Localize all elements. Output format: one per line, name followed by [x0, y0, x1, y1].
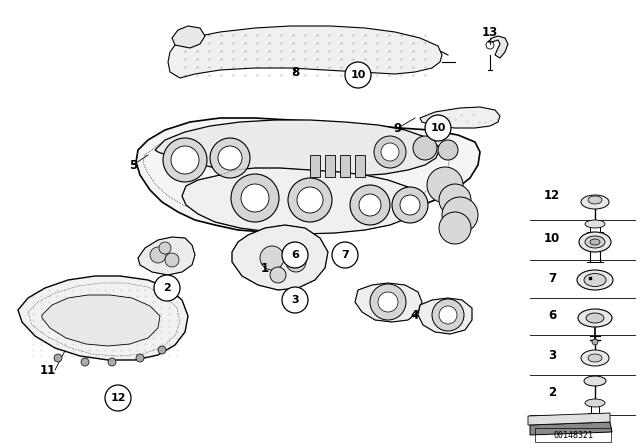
- Circle shape: [282, 287, 308, 313]
- Circle shape: [392, 187, 428, 223]
- Text: 2: 2: [163, 283, 171, 293]
- Circle shape: [159, 242, 171, 254]
- FancyBboxPatch shape: [340, 155, 350, 177]
- Circle shape: [374, 136, 406, 168]
- Circle shape: [150, 247, 166, 263]
- Circle shape: [81, 358, 89, 366]
- Circle shape: [210, 138, 250, 178]
- Polygon shape: [232, 225, 328, 290]
- FancyBboxPatch shape: [355, 155, 365, 177]
- Polygon shape: [136, 118, 480, 232]
- Ellipse shape: [579, 232, 611, 252]
- Circle shape: [359, 194, 381, 216]
- Ellipse shape: [581, 195, 609, 209]
- Polygon shape: [182, 168, 420, 234]
- Circle shape: [54, 354, 62, 362]
- Ellipse shape: [585, 399, 605, 407]
- Ellipse shape: [586, 313, 604, 323]
- Polygon shape: [155, 120, 440, 177]
- Ellipse shape: [584, 273, 606, 287]
- Circle shape: [345, 62, 371, 88]
- FancyBboxPatch shape: [310, 155, 320, 177]
- Circle shape: [370, 284, 406, 320]
- Ellipse shape: [588, 354, 602, 362]
- Text: 7: 7: [341, 250, 349, 260]
- Text: 3: 3: [548, 349, 556, 362]
- Circle shape: [270, 267, 286, 283]
- Text: 4: 4: [411, 309, 419, 322]
- Circle shape: [154, 275, 180, 301]
- Circle shape: [218, 146, 242, 170]
- Text: 10: 10: [544, 232, 560, 245]
- Text: 5: 5: [129, 159, 137, 172]
- Ellipse shape: [585, 236, 605, 248]
- Polygon shape: [168, 26, 442, 78]
- Circle shape: [381, 143, 399, 161]
- Circle shape: [136, 354, 144, 362]
- Circle shape: [439, 184, 471, 216]
- Ellipse shape: [577, 270, 613, 290]
- Ellipse shape: [578, 309, 612, 327]
- Circle shape: [241, 184, 269, 212]
- Circle shape: [439, 212, 471, 244]
- Polygon shape: [172, 26, 205, 48]
- Text: 2: 2: [548, 385, 556, 399]
- Polygon shape: [530, 422, 612, 435]
- Text: 13: 13: [482, 26, 498, 39]
- Polygon shape: [18, 276, 188, 360]
- Text: 12: 12: [110, 393, 125, 403]
- Circle shape: [105, 385, 131, 411]
- Circle shape: [231, 174, 279, 222]
- Circle shape: [332, 242, 358, 268]
- Ellipse shape: [584, 376, 606, 386]
- Polygon shape: [138, 237, 195, 275]
- Ellipse shape: [585, 220, 605, 228]
- Circle shape: [442, 197, 478, 233]
- Text: 6: 6: [548, 309, 556, 322]
- Text: 6: 6: [291, 250, 299, 260]
- Circle shape: [163, 138, 207, 182]
- Circle shape: [108, 358, 116, 366]
- Circle shape: [297, 187, 323, 213]
- Circle shape: [413, 136, 437, 160]
- Polygon shape: [418, 298, 472, 334]
- Circle shape: [171, 146, 199, 174]
- Circle shape: [439, 306, 457, 324]
- Circle shape: [158, 346, 166, 354]
- Circle shape: [350, 185, 390, 225]
- Circle shape: [592, 339, 598, 345]
- Text: 1: 1: [261, 262, 269, 275]
- Circle shape: [286, 252, 306, 272]
- Polygon shape: [420, 107, 500, 128]
- Circle shape: [432, 299, 464, 331]
- Ellipse shape: [588, 196, 602, 204]
- Polygon shape: [488, 36, 508, 58]
- Text: O0148321: O0148321: [553, 431, 593, 439]
- Circle shape: [288, 178, 332, 222]
- Text: 9: 9: [394, 121, 402, 134]
- Polygon shape: [528, 413, 610, 425]
- FancyBboxPatch shape: [325, 155, 335, 177]
- Ellipse shape: [590, 239, 600, 245]
- Text: 3: 3: [291, 295, 299, 305]
- Polygon shape: [355, 283, 422, 322]
- Text: 10: 10: [350, 70, 365, 80]
- Polygon shape: [42, 295, 160, 346]
- Circle shape: [425, 115, 451, 141]
- Text: 8: 8: [291, 65, 299, 78]
- Circle shape: [438, 140, 458, 160]
- Circle shape: [400, 195, 420, 215]
- Text: 11: 11: [40, 363, 56, 376]
- Text: 12: 12: [544, 189, 560, 202]
- Circle shape: [378, 292, 398, 312]
- Ellipse shape: [581, 350, 609, 366]
- Text: 10: 10: [430, 123, 445, 133]
- Text: 7: 7: [548, 271, 556, 284]
- Circle shape: [427, 167, 463, 203]
- Circle shape: [282, 242, 308, 268]
- Circle shape: [165, 253, 179, 267]
- Circle shape: [260, 246, 284, 270]
